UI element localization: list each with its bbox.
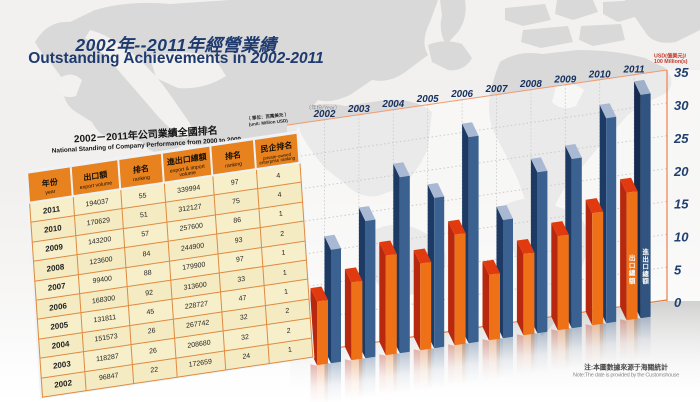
svg-text:2005: 2005 <box>416 94 439 105</box>
svg-text:注:本圖數據來源于海關統計: 注:本圖數據來源于海關統計 <box>584 363 668 372</box>
svg-text:總: 總 <box>629 268 636 277</box>
svg-text:2003: 2003 <box>347 104 370 115</box>
svg-text:2004: 2004 <box>381 99 404 110</box>
svg-text:2009: 2009 <box>553 74 576 85</box>
svg-text:USD(億美元)/: USD(億美元)/ <box>654 52 687 60</box>
svg-text:2006: 2006 <box>450 89 473 100</box>
svg-text:20: 20 <box>673 164 689 179</box>
svg-text:進: 進 <box>642 247 649 256</box>
svg-text:15: 15 <box>674 197 689 212</box>
svg-text:2011: 2011 <box>623 64 645 75</box>
svg-text:出: 出 <box>642 254 649 263</box>
svg-text:口: 口 <box>629 262 636 270</box>
svg-text:30: 30 <box>674 98 689 113</box>
svg-text:2002: 2002 <box>313 109 336 120</box>
svg-text:10: 10 <box>674 230 689 245</box>
svg-text:5: 5 <box>674 262 682 277</box>
svg-text:100 Million(s): 100 Million(s) <box>654 59 688 65</box>
svg-text:額: 額 <box>628 276 636 285</box>
svg-text:2007: 2007 <box>485 84 508 95</box>
svg-text:35: 35 <box>674 65 689 80</box>
svg-text:總: 總 <box>642 269 649 278</box>
svg-text:口: 口 <box>642 263 649 271</box>
svg-text:2010: 2010 <box>588 69 611 80</box>
svg-text:出: 出 <box>629 253 636 262</box>
svg-text:額: 額 <box>641 276 649 285</box>
svg-text:25: 25 <box>673 131 689 146</box>
svg-text:0: 0 <box>674 295 682 310</box>
svg-text:2008: 2008 <box>519 79 542 90</box>
svg-text:Note:The date is provided by t: Note:The date is provided by the Customs… <box>573 373 679 379</box>
svg-text:（年份/Year）: （年份/Year） <box>306 103 341 111</box>
